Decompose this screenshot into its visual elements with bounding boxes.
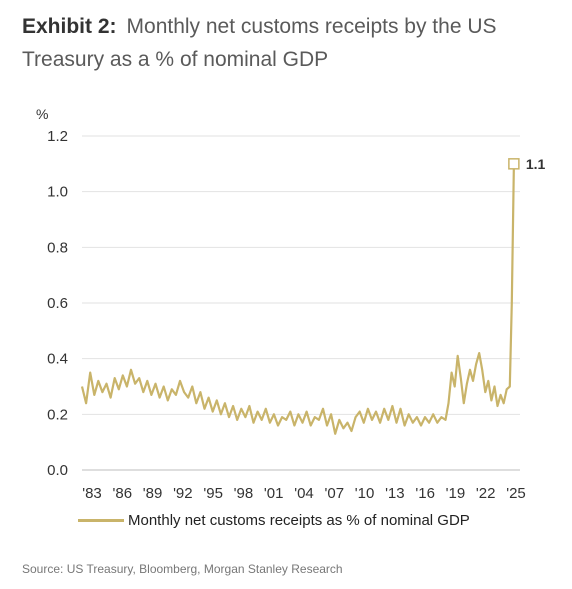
y-tick-label: 0.0 bbox=[47, 462, 68, 479]
x-tick-label: '92 bbox=[173, 485, 193, 502]
legend-label: Monthly net customs receipts as % of nom… bbox=[128, 512, 470, 529]
x-tick-label: '07 bbox=[325, 485, 345, 502]
y-tick-label: 0.8 bbox=[47, 239, 68, 256]
x-tick-label: '86 bbox=[113, 485, 133, 502]
y-unit-label: % bbox=[36, 106, 48, 122]
legend: Monthly net customs receipts as % of nom… bbox=[78, 512, 470, 529]
gridlines bbox=[82, 135, 520, 471]
x-tick-label: '19 bbox=[446, 485, 466, 502]
x-tick-label: '01 bbox=[264, 485, 284, 502]
end-point-marker bbox=[508, 158, 520, 170]
x-tick-label: '89 bbox=[143, 485, 163, 502]
series-line bbox=[80, 163, 515, 435]
line-chart: % 0.00.20.40.60.81.01.2 '83'86'89'92'95 '… bbox=[36, 106, 546, 502]
x-tick-label: '95 bbox=[203, 485, 223, 502]
x-tick-label: '25 bbox=[506, 485, 526, 502]
legend-swatch bbox=[78, 519, 124, 522]
chart-title: Exhibit 2: Monthly net customs receipts b… bbox=[22, 10, 562, 76]
x-tick-label: '83 bbox=[82, 485, 102, 502]
x-tick-label: '98 bbox=[234, 485, 254, 502]
x-tick-label: '13 bbox=[385, 485, 405, 502]
y-tick-label: 1.0 bbox=[47, 184, 68, 201]
x-tick-label: '10 bbox=[355, 485, 375, 502]
y-tick-label: 0.4 bbox=[47, 351, 68, 368]
end-point-label: 1.1 bbox=[526, 156, 546, 172]
exhibit-label: Exhibit 2: bbox=[22, 15, 117, 38]
y-axis-ticks: 0.0 0.2 0.4 0.6 0.8 1.0 1.2 bbox=[47, 128, 68, 479]
title-text: Monthly net customs receipts by the US T… bbox=[22, 15, 497, 71]
x-tick-label: '04 bbox=[294, 485, 314, 502]
y-tick-label: 0.6 bbox=[47, 295, 68, 312]
x-tick-label: '22 bbox=[476, 485, 496, 502]
source-note: Source: US Treasury, Bloomberg, Morgan S… bbox=[22, 562, 343, 576]
y-tick-label: 0.2 bbox=[47, 406, 68, 423]
x-tick-label: '16 bbox=[415, 485, 435, 502]
x-axis-ticks: '83 '86 '89 '92 '95 '98 '01 '04 '07 '10 '13 '16 '19 '… bbox=[82, 485, 526, 502]
y-tick-label: 1.2 bbox=[47, 128, 68, 145]
